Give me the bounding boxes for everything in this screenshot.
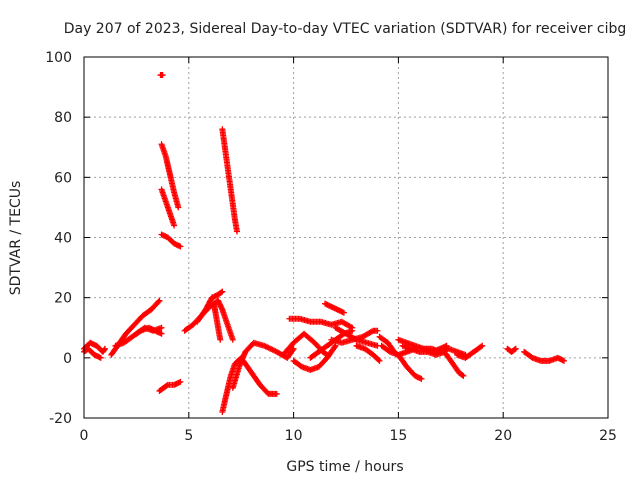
series-track-05 (133, 324, 165, 337)
data-point (512, 345, 519, 352)
data-point (177, 243, 184, 250)
data-point (289, 347, 296, 354)
x-tick-label: 25 (599, 428, 617, 444)
series-track-12 (194, 288, 226, 325)
data-point (158, 330, 165, 337)
data-point (460, 372, 467, 379)
y-tick-label: 0 (63, 351, 72, 367)
y-tick-label: 80 (54, 110, 72, 126)
data-point (158, 324, 165, 331)
grid (84, 57, 608, 418)
series-track-08 (158, 186, 178, 229)
data-point (273, 390, 280, 397)
data-point (159, 72, 166, 79)
data-point (376, 357, 383, 364)
data-point (177, 378, 184, 385)
axis-ticks: 0 5 10 15 20 25 -20 0 20 40 60 80 100 (45, 50, 617, 444)
x-tick-label: 10 (285, 428, 303, 444)
series-track-34 (521, 348, 567, 364)
data-point (560, 357, 567, 364)
series-track-10 (156, 378, 184, 394)
data-point (478, 343, 485, 350)
series-track-24 (332, 324, 381, 349)
data-point (97, 354, 104, 361)
data-point (229, 336, 236, 343)
data-point (219, 288, 226, 295)
data-point (331, 344, 338, 351)
data-point (479, 342, 486, 349)
data-point (234, 228, 241, 235)
series-track-01 (81, 339, 108, 355)
x-tick-label: 0 (80, 428, 89, 444)
data-point (352, 336, 359, 343)
series-track-25 (353, 342, 383, 364)
series-track-32 (454, 342, 486, 361)
data-point (218, 289, 225, 296)
y-tick-label: 40 (54, 231, 72, 247)
data-point (217, 336, 224, 343)
x-tick-label: 20 (494, 428, 512, 444)
data-point (156, 297, 163, 304)
series-track-03 (108, 297, 163, 358)
series-track-31 (437, 345, 467, 379)
series-track-22 (322, 300, 347, 316)
data-point (375, 356, 382, 363)
series-track-14 (219, 126, 241, 235)
series-track-21 (286, 315, 356, 331)
data-point (349, 324, 356, 331)
series-track-33 (504, 345, 519, 355)
y-tick-label: 100 (45, 50, 72, 66)
data-point (511, 346, 518, 353)
data-point (443, 342, 450, 349)
data-point (101, 345, 108, 352)
series-track-19 (290, 342, 339, 373)
data-point (175, 204, 182, 211)
x-tick-label: 15 (389, 428, 407, 444)
plot-frame (83, 56, 609, 419)
y-axis-label: SDTVAR / TECUs (8, 181, 24, 296)
data-points (81, 72, 567, 415)
series-track-17 (240, 357, 280, 397)
data-point (155, 298, 162, 305)
data-point (459, 372, 466, 379)
series-track-07 (158, 141, 182, 211)
chart-title: Day 207 of 2023, Sidereal Day-to-day VTE… (64, 21, 627, 37)
data-point (368, 328, 375, 335)
y-tick-label: 20 (54, 291, 72, 307)
y-tick-label: 60 (54, 170, 72, 186)
data-point (418, 375, 425, 382)
data-point (101, 346, 108, 353)
data-point (340, 309, 347, 316)
series-track-06 (157, 72, 166, 79)
data-point (347, 323, 354, 330)
data-point (171, 222, 178, 229)
series-track-09 (158, 231, 184, 250)
series-track-13 (210, 300, 224, 343)
data-point (290, 345, 297, 352)
data-point (374, 327, 381, 334)
y-tick-label: -20 (49, 411, 72, 427)
x-tick-label: 5 (184, 428, 193, 444)
x-axis-label: GPS time / hours (286, 459, 403, 475)
